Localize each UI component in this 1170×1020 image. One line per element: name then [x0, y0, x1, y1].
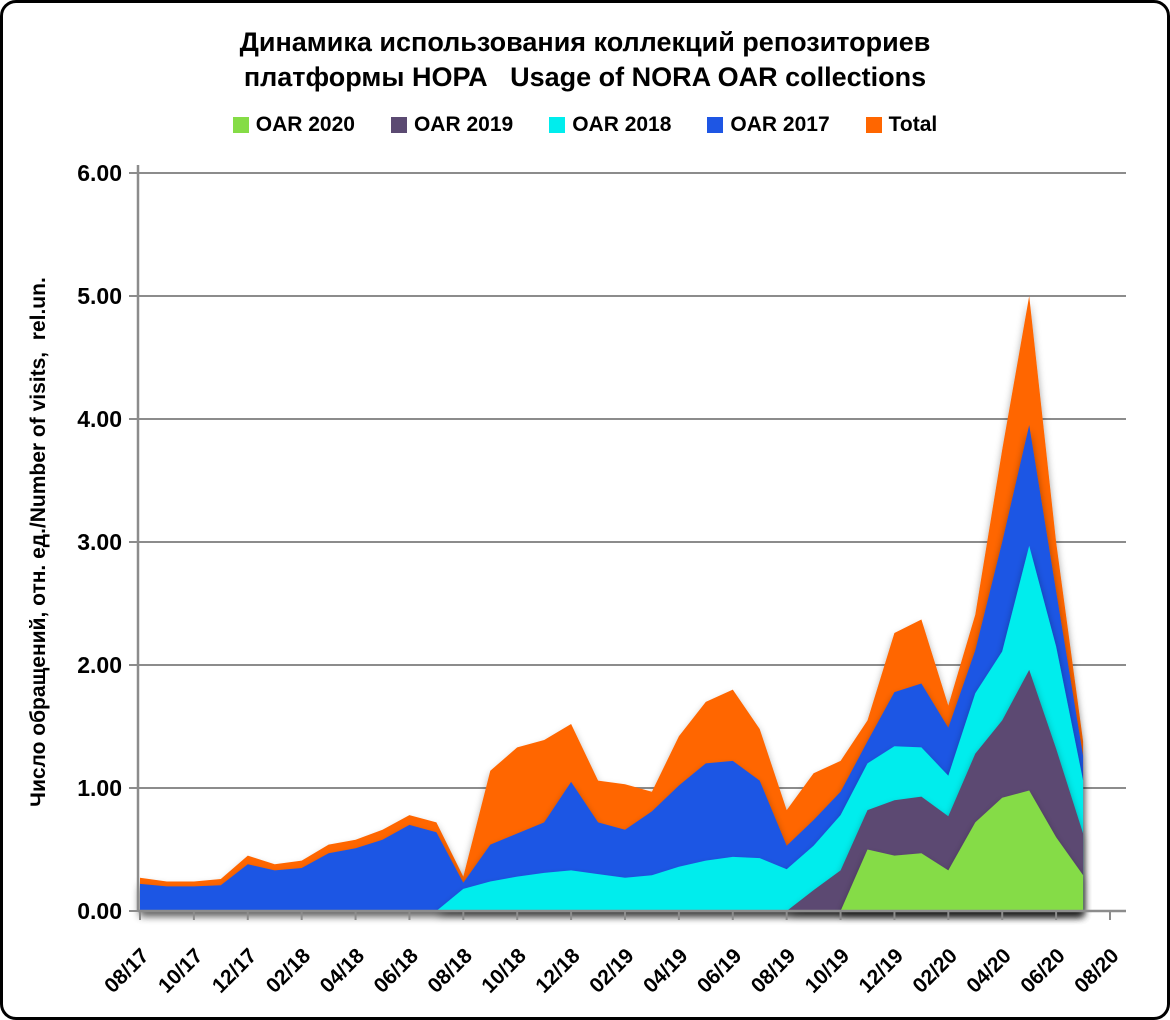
chart-page: Динамика использования коллекций репозит…	[0, 0, 1170, 1020]
x-tick-label: 08/17	[100, 944, 153, 997]
x-tick-label: 02/18	[262, 944, 316, 998]
x-tick-label: 08/20	[1070, 944, 1123, 997]
y-tick-label: 1.00	[77, 775, 122, 801]
x-tick-label: 06/20	[1016, 944, 1069, 997]
x-tick-label: 12/18	[531, 944, 585, 998]
x-tick-label: 06/19	[693, 944, 746, 997]
x-tick-label: 10/17	[154, 944, 207, 997]
x-tick-label: 10/18	[477, 944, 531, 998]
y-axis-title: Число обращений, отн. ед./Number of visi…	[27, 277, 50, 807]
x-tick-label: 04/20	[962, 944, 1015, 997]
y-tick-label: 5.00	[77, 283, 122, 309]
y-tick-label: 3.00	[77, 529, 122, 555]
x-tick-label: 10/19	[801, 944, 854, 997]
x-tick-label: 08/19	[747, 944, 800, 997]
x-tick-label: 06/18	[370, 944, 424, 998]
x-tick-label: 02/20	[908, 944, 961, 997]
x-tick-label: 04/18	[316, 944, 370, 998]
x-tick-label: 12/17	[208, 944, 261, 997]
x-tick-label: 08/18	[423, 944, 477, 998]
y-tick-label: 2.00	[77, 652, 122, 678]
y-tick-label: 0.00	[77, 898, 122, 924]
stacked-area-chart: 0.001.002.003.004.005.006.0008/1710/1712…	[3, 3, 1170, 1020]
x-tick-label: 04/19	[639, 944, 692, 997]
y-tick-label: 4.00	[77, 406, 122, 432]
y-tick-label: 6.00	[77, 160, 122, 186]
x-tick-label: 02/19	[585, 944, 638, 997]
x-tick-label: 12/19	[855, 944, 908, 997]
